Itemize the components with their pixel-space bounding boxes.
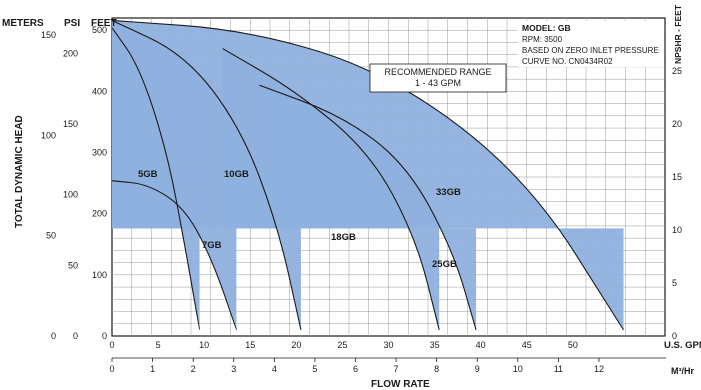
- x-tick-m3: 2: [191, 364, 196, 374]
- x-tick-m3: 0: [109, 364, 114, 374]
- x-tick-gpm: 30: [383, 340, 393, 350]
- y-tick-npsh: 0: [672, 331, 677, 341]
- x-tick-m3: 9: [475, 364, 480, 374]
- series-label-10gb: 10GB: [224, 169, 249, 180]
- x-unit-m3: M³/Hr: [671, 366, 694, 376]
- y-tick-feet: 100: [92, 270, 107, 280]
- recommended-range-value: 1 - 43 GPM: [415, 78, 461, 88]
- series-label-33gb: 33GB: [436, 187, 461, 198]
- info-box: MODEL: GB RPM: 3500 BASED ON ZERO INLET …: [518, 21, 664, 67]
- x-tick-gpm: 35: [430, 340, 440, 350]
- y-tick-feet: 300: [92, 148, 107, 158]
- tick-labels: 0 5 10 15 20 25 30 35 40 45 500 1 2 3 4 5 6 7 8 9 10 11 120100…: [41, 25, 682, 374]
- x-axis-title: FLOW RATE: [371, 379, 430, 390]
- series-label-18gb: 18GB: [331, 232, 356, 243]
- x-tick-gpm: 25: [337, 340, 347, 350]
- y-tick-meters: 0: [51, 331, 56, 341]
- curve-25gb: [259, 84, 477, 331]
- x-tick-m3: 3: [231, 364, 236, 374]
- x-tick-m3: 12: [594, 364, 604, 374]
- curve-label: CURVE NO. CN0434R02: [522, 57, 613, 66]
- y-tick-npsh: 20: [672, 119, 682, 129]
- x-tick-m3: 7: [394, 364, 399, 374]
- x-tick-gpm: 20: [291, 340, 301, 350]
- x-tick-gpm: 15: [245, 340, 255, 350]
- x-unit-gpm: U.S. GPM: [664, 340, 701, 351]
- x-tick-gpm: 5: [156, 340, 161, 350]
- x-tick-m3: 4: [272, 364, 277, 374]
- y-tick-npsh: 25: [672, 66, 682, 76]
- psi-header: PSI: [64, 18, 80, 29]
- curve-5gb: [111, 27, 201, 330]
- x-tick-m3: 6: [353, 364, 358, 374]
- curve-18gb: [222, 48, 440, 331]
- y-tick-meters: 100: [41, 130, 56, 140]
- fill-33gb: [112, 20, 624, 330]
- y-tick-psi: 50: [68, 260, 78, 270]
- recommended-range-title: RECOMMENDED RANGE: [384, 67, 491, 77]
- y-tick-npsh: 5: [672, 278, 677, 288]
- y-tick-feet: 500: [92, 25, 107, 35]
- x-tick-gpm: 0: [109, 340, 114, 350]
- x-tick-m3: 5: [312, 364, 317, 374]
- y-axis-title: TOTAL DYNAMIC HEAD: [14, 115, 25, 228]
- x-tick-gpm: 50: [568, 340, 578, 350]
- rpm-label: RPM: 3500: [522, 35, 563, 44]
- y-tick-psi: 200: [63, 48, 78, 58]
- curve-10gb: [111, 19, 302, 331]
- y-tick-feet: 0: [102, 331, 107, 341]
- y-tick-meters: 50: [46, 231, 56, 241]
- pump-curves: [111, 19, 624, 331]
- x-tick-m3: 10: [513, 364, 523, 374]
- y-tick-feet: 400: [92, 86, 107, 96]
- x-tick-gpm: 40: [476, 340, 486, 350]
- model-label: MODEL: GB: [522, 23, 571, 33]
- meters-header: METERS: [2, 18, 44, 29]
- feet-header: FEET: [91, 18, 117, 29]
- x-tick-m3: 8: [434, 364, 439, 374]
- curve-fills: [112, 20, 624, 330]
- curve-7gb: [111, 180, 237, 331]
- x-tick-gpm: 10: [199, 340, 209, 350]
- series-label-7gb: 7GB: [202, 240, 222, 251]
- x-tick-gpm: 45: [522, 340, 532, 350]
- x-tick-m3: 1: [150, 364, 155, 374]
- x-tick-m3: 11: [554, 364, 563, 374]
- y-tick-meters: 150: [41, 30, 56, 40]
- y-tick-npsh: 15: [672, 172, 682, 182]
- y-tick-psi: 150: [63, 119, 78, 129]
- y-tick-psi: 0: [73, 331, 78, 341]
- basis-label: BASED ON ZERO INLET PRESSURE: [522, 46, 659, 55]
- y-tick-psi: 100: [63, 190, 78, 200]
- recommended-range-box: RECOMMENDED RANGE 1 - 43 GPM: [369, 63, 507, 93]
- series-label-5gb: 5GB: [138, 169, 158, 180]
- series-label-25gb: 25GB: [432, 259, 457, 270]
- npsh-title: NPSHR - FEET: [673, 4, 683, 64]
- y-tick-npsh: 10: [672, 225, 682, 235]
- y-tick-feet: 200: [92, 209, 107, 219]
